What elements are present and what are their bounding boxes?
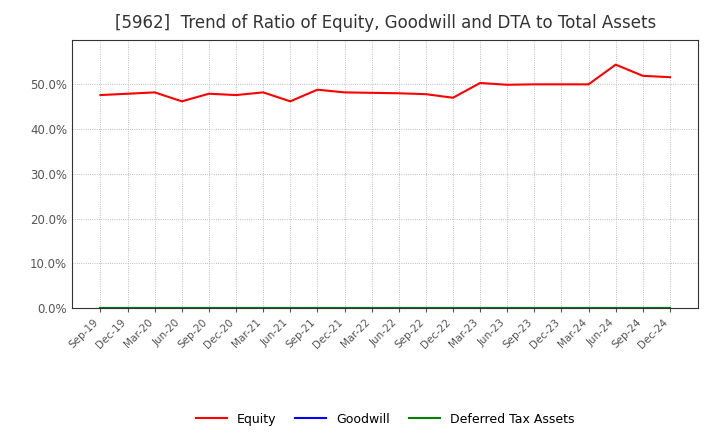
Goodwill [341,305,349,311]
Deferred Tax Assets [286,305,294,311]
Equity [530,82,539,87]
Equity [232,92,240,98]
Deferred Tax Assets [178,305,186,311]
Deferred Tax Assets [665,305,674,311]
Deferred Tax Assets [367,305,376,311]
Equity [665,74,674,80]
Deferred Tax Assets [584,305,593,311]
Goodwill [367,305,376,311]
Deferred Tax Assets [421,305,430,311]
Deferred Tax Assets [611,305,620,311]
Deferred Tax Assets [313,305,322,311]
Goodwill [204,305,213,311]
Equity [476,81,485,86]
Equity [178,99,186,104]
Equity [395,91,403,96]
Goodwill [232,305,240,311]
Equity [557,82,566,87]
Equity [313,87,322,92]
Equity [123,91,132,96]
Deferred Tax Assets [341,305,349,311]
Legend: Equity, Goodwill, Deferred Tax Assets: Equity, Goodwill, Deferred Tax Assets [191,407,580,431]
Goodwill [395,305,403,311]
Goodwill [150,305,159,311]
Deferred Tax Assets [232,305,240,311]
Deferred Tax Assets [123,305,132,311]
Equity [341,90,349,95]
Goodwill [313,305,322,311]
Goodwill [259,305,268,311]
Deferred Tax Assets [530,305,539,311]
Deferred Tax Assets [503,305,511,311]
Goodwill [476,305,485,311]
Deferred Tax Assets [449,305,457,311]
Equity [503,82,511,88]
Goodwill [286,305,294,311]
Deferred Tax Assets [476,305,485,311]
Goodwill [503,305,511,311]
Equity [639,73,647,78]
Goodwill [530,305,539,311]
Equity [150,90,159,95]
Deferred Tax Assets [639,305,647,311]
Deferred Tax Assets [150,305,159,311]
Deferred Tax Assets [96,305,105,311]
Deferred Tax Assets [395,305,403,311]
Deferred Tax Assets [259,305,268,311]
Equity [421,92,430,97]
Goodwill [449,305,457,311]
Equity [367,90,376,95]
Equity [96,92,105,98]
Goodwill [557,305,566,311]
Goodwill [421,305,430,311]
Equity [584,82,593,87]
Equity [611,62,620,67]
Equity [204,91,213,96]
Goodwill [665,305,674,311]
Goodwill [178,305,186,311]
Goodwill [639,305,647,311]
Deferred Tax Assets [204,305,213,311]
Goodwill [123,305,132,311]
Goodwill [611,305,620,311]
Goodwill [96,305,105,311]
Equity [286,99,294,104]
Equity [449,95,457,100]
Deferred Tax Assets [557,305,566,311]
Goodwill [584,305,593,311]
Equity [259,90,268,95]
Line: Equity: Equity [101,65,670,101]
Title: [5962]  Trend of Ratio of Equity, Goodwill and DTA to Total Assets: [5962] Trend of Ratio of Equity, Goodwil… [114,15,656,33]
